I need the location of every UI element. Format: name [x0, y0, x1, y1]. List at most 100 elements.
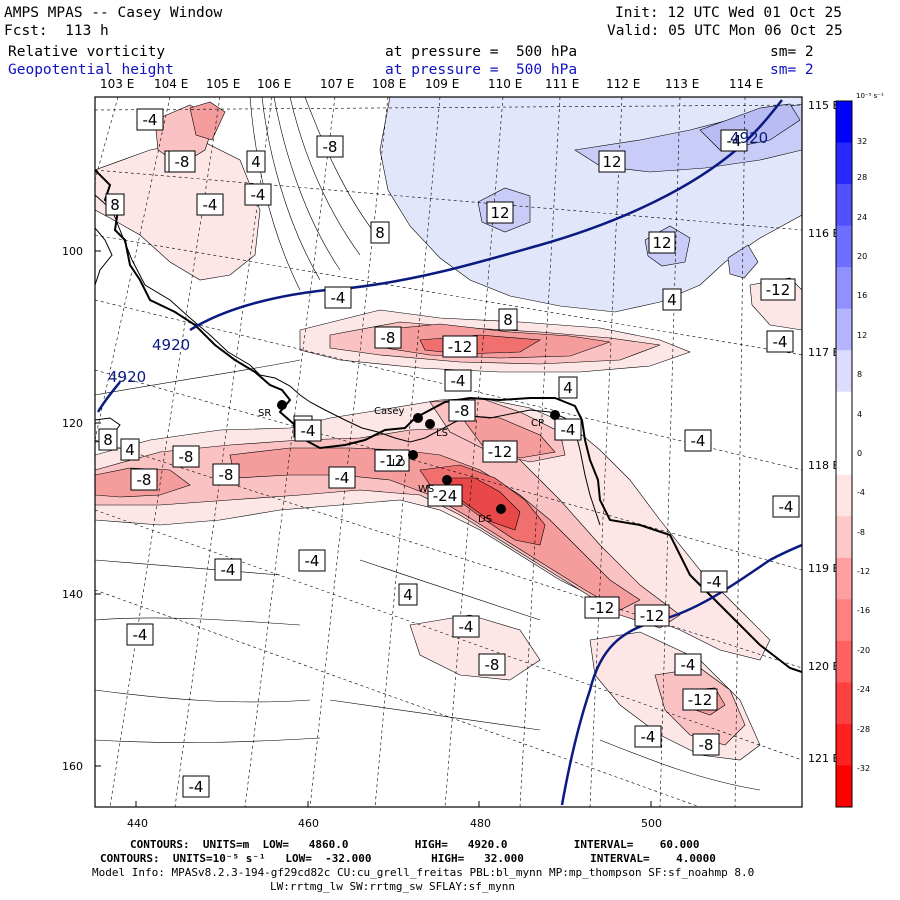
vorticity-label-box [662, 288, 682, 311]
lat-label: 117 E [808, 346, 840, 359]
colorbar-label: 32 [857, 137, 868, 146]
colorbar-label: -8 [857, 528, 865, 537]
colorbar-swatch [836, 391, 852, 434]
vorticity-label: -4 [203, 196, 218, 214]
vorticity-label-box [684, 429, 712, 452]
station-label: LS [436, 428, 448, 439]
vorticity-label: -4 [691, 432, 706, 450]
vorticity-label-box [634, 604, 670, 627]
field1-name: Relative vorticity [8, 44, 166, 60]
vorticity-label: 12 [490, 204, 509, 222]
vorticity-label: -12 [590, 599, 615, 617]
lon-label: 112 E [606, 77, 641, 91]
vorticity-label: -12 [448, 338, 473, 356]
colorbar-swatch [836, 225, 852, 268]
vorticity-label: 4 [403, 586, 413, 604]
colorbar-label: -32 [857, 764, 871, 773]
vorticity-label: 4 [251, 153, 261, 171]
station-label: DS [478, 514, 492, 525]
vorticity-label: 8 [375, 224, 385, 242]
lon-label: 110 E [488, 77, 523, 91]
model-info: Model Info: MPASv8.2.3-194-gf29cd82c CU:… [92, 866, 755, 879]
lat-label: 116 E [808, 227, 840, 240]
colorbar-label: 20 [857, 252, 868, 261]
vorticity-label: -8 [175, 153, 190, 171]
vorticity-label-box [772, 495, 800, 518]
init-time: Init: 12 UTC Wed 01 Oct 25 [615, 5, 842, 21]
colorbar-swatch [836, 267, 852, 310]
vorticity-label-box [212, 463, 240, 486]
vorticity-label: 4 [125, 441, 135, 459]
vorticity-contour-info: CONTOURS: UNITS=10⁻⁵ s⁻¹ LOW= -32.000 HI… [100, 852, 716, 865]
vorticity-label: 4 [563, 379, 573, 397]
vorticity-label-box [482, 440, 518, 463]
vorticity-label-box [498, 308, 518, 331]
vorticity-label-box [478, 653, 506, 676]
map-title: AMPS MPAS -- Casey Window [4, 5, 223, 21]
colorbar-label: 4 [857, 410, 863, 419]
vorticity-label-box [674, 653, 702, 676]
vorticity-label-box [298, 549, 326, 572]
colorbar-swatch [836, 142, 852, 185]
negative-vorticity-core [459, 414, 556, 459]
colorbar-label: -12 [857, 567, 871, 576]
lat-label: 120 E [808, 660, 840, 673]
vorticity-label-box [452, 615, 480, 638]
station-label: LD [392, 458, 406, 469]
vorticity-label: 4 [667, 291, 677, 309]
vorticity-label: -12 [640, 607, 665, 625]
vorticity-label-box [136, 108, 164, 131]
vorticity-label: -4 [727, 132, 742, 150]
vorticity-label-box [444, 369, 472, 392]
vorticity-label: -4 [301, 422, 316, 440]
colorbar-swatch [836, 474, 852, 517]
colorbar-swatch [836, 599, 852, 642]
colorbar-swatch [836, 308, 852, 351]
field1-level: at pressure = 500 hPa [385, 44, 578, 60]
station-marker [277, 400, 287, 410]
colorbar-swatch [836, 516, 852, 559]
station-label: CP [531, 418, 544, 429]
station-marker [413, 413, 423, 423]
vorticity-label: -4 [773, 333, 788, 351]
lon-label: 106 E [257, 77, 292, 91]
lat-label: 119 E [808, 562, 840, 575]
vorticity-label-box [130, 468, 158, 491]
colorbar-label: 16 [857, 291, 868, 300]
vorticity-label-box [370, 221, 390, 244]
vorticity-label: -4 [707, 573, 722, 591]
vorticity-label: -4 [561, 421, 576, 439]
vorticity-label: -4 [779, 498, 794, 516]
vorticity-label-box [584, 596, 620, 619]
positive-vorticity-core [727, 244, 759, 279]
vorticity-label-box [486, 201, 514, 224]
vorticity-label-box [328, 466, 356, 489]
vorticity-label-box [720, 129, 748, 152]
lon-label: 104 E [154, 77, 189, 91]
vorticity-label: -4 [133, 626, 148, 644]
vorticity-label: -4 [335, 469, 350, 487]
vorticity-label: -4 [189, 778, 204, 796]
vorticity-label: -4 [221, 561, 236, 579]
station-label: WS [418, 484, 434, 495]
station-marker [425, 419, 435, 429]
axis-ticks [95, 250, 652, 807]
vorticity-label-box [246, 150, 266, 173]
colorbar-units: 10⁻⁵ s⁻¹ [856, 92, 884, 100]
field2-name: Geopotential height [8, 62, 174, 78]
station-marker [496, 504, 506, 514]
vorticity-label-box [374, 326, 402, 349]
vorticity-label: 8 [103, 431, 113, 449]
vorticity-label: -4 [459, 618, 474, 636]
vorticity-label: -8 [455, 402, 470, 420]
colorbar-label: -24 [857, 685, 871, 694]
station-label: SR [258, 408, 271, 419]
lon-label: 103 E [100, 77, 135, 91]
vorticity-label: -8 [219, 466, 234, 484]
vorticity-label: -4 [305, 552, 320, 570]
coastline [95, 169, 802, 673]
lon-label: 107 E [320, 77, 355, 91]
vorticity-label-box [244, 183, 272, 206]
colorbar-swatch [836, 640, 852, 683]
